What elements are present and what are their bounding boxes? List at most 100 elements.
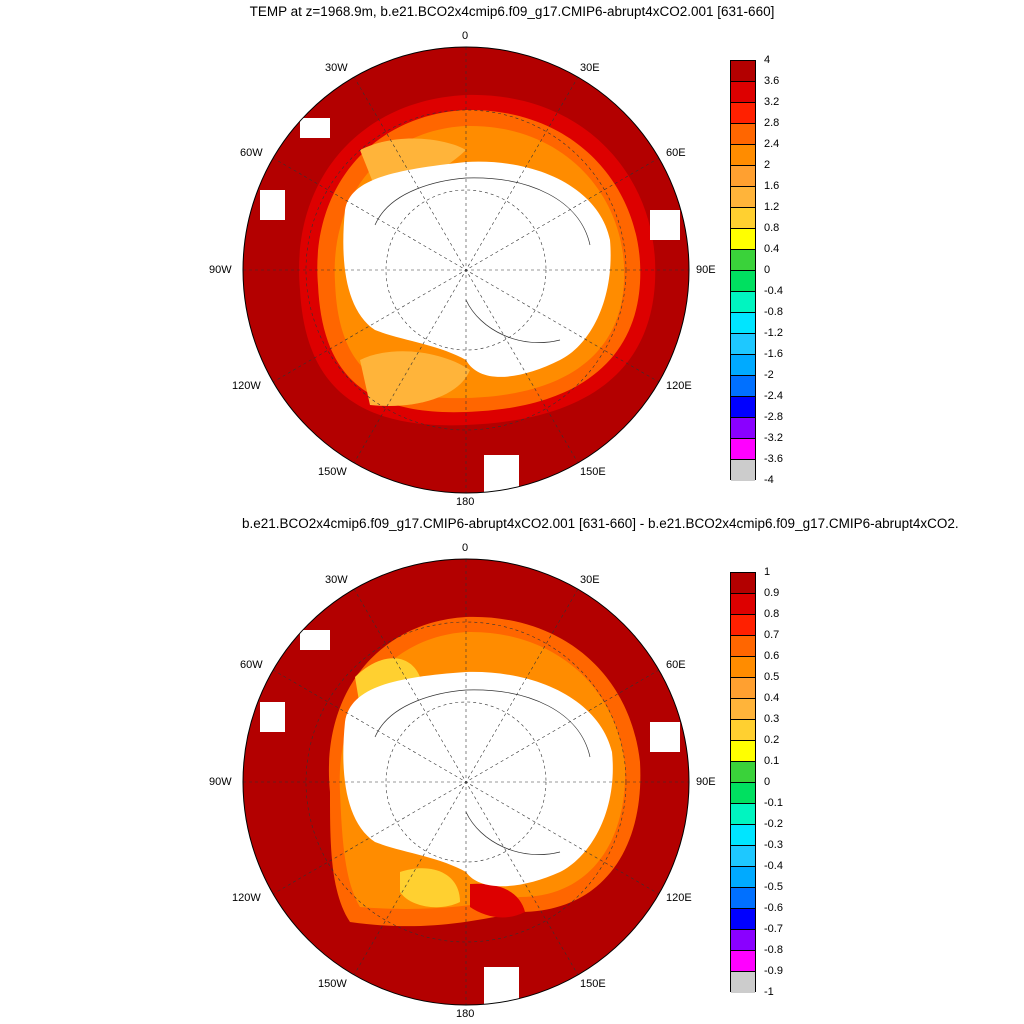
bottom-cb-label: 0.9: [764, 587, 780, 599]
top-colorbar-box-17: [731, 418, 755, 439]
top-colorbar-box-12: [731, 313, 755, 334]
bottom-cb-label: -0.7: [764, 923, 783, 935]
bottom-lon-label-150e: 150E: [580, 978, 606, 990]
bottom-lon-label-150w: 150W: [318, 978, 347, 990]
bottom-polar-map: [242, 558, 690, 1006]
bottom-colorbar-box-1: [731, 594, 755, 615]
top-cb-label: 2.8: [764, 117, 780, 129]
bottom-map-field: [243, 559, 689, 1005]
bottom-lon-label-30w: 30W: [325, 574, 348, 586]
bottom-colorbar-box-2: [731, 615, 755, 636]
top-cb-label: -3.6: [764, 453, 783, 465]
top-graticule: [243, 47, 689, 493]
top-lon-label-180: 180: [456, 496, 475, 508]
bottom-colorbar: [730, 572, 756, 993]
top-colorbar-box-10: [731, 271, 755, 292]
top-colorbar-box-1: [731, 82, 755, 103]
bottom-cb-label: 0.7: [764, 629, 780, 641]
bottom-lon-label-90e: 90E: [696, 776, 716, 788]
bottom-map-boundary: [242, 558, 690, 1006]
top-colorbar-box-6: [731, 187, 755, 208]
top-map-field: [243, 47, 689, 493]
bottom-colorbar-box-14: [731, 867, 755, 888]
bottom-lon-label-0: 0: [462, 542, 469, 554]
top-cb-label: 2: [764, 159, 771, 171]
bottom-colorbar-box-17: [731, 930, 755, 951]
bottom-lon-label-120e: 120E: [666, 892, 692, 904]
top-cb-label: -2.4: [764, 390, 783, 402]
top-cb-label: -2.8: [764, 411, 783, 423]
bottom-colorbar-box-6: [731, 699, 755, 720]
bottom-map-panel: b.e21.BCO2x4cmip6.f09_g17.CMIP6-abrupt4x…: [0, 512, 1024, 1024]
top-colorbar-box-14: [731, 355, 755, 376]
bottom-colorbar-box-16: [731, 909, 755, 930]
top-lon-label-120e: 120E: [666, 380, 692, 392]
bottom-colorbar-box-5: [731, 678, 755, 699]
bottom-colorbar-box-8: [731, 741, 755, 762]
bottom-colorbar-box-18: [731, 951, 755, 972]
top-cb-label: -4: [764, 474, 774, 486]
bottom-cb-label: 1: [764, 566, 771, 578]
top-lon-label-30e: 30E: [580, 62, 600, 74]
top-lon-label-30w: 30W: [325, 62, 348, 74]
top-cb-label: -0.4: [764, 285, 783, 297]
bottom-lon-label-120w: 120W: [232, 892, 261, 904]
bottom-lon-label-60e: 60E: [666, 659, 686, 671]
bottom-lon-label-30e: 30E: [580, 574, 600, 586]
top-lon-label-60w: 60W: [240, 147, 263, 159]
top-polar-map: [242, 46, 690, 494]
bottom-cb-label: -0.5: [764, 881, 783, 893]
top-colorbar-box-4: [731, 145, 755, 166]
bottom-colorbar-box-15: [731, 888, 755, 909]
top-cb-label: -1.6: [764, 348, 783, 360]
bottom-cb-label: 0.4: [764, 692, 780, 704]
bottom-colorbar-box-11: [731, 804, 755, 825]
bottom-cb-label: 0.1: [764, 755, 780, 767]
bottom-cb-label: 0.5: [764, 671, 780, 683]
top-lon-label-150w: 150W: [318, 466, 347, 478]
top-colorbar-box-5: [731, 166, 755, 187]
bottom-colorbar-box-9: [731, 762, 755, 783]
top-colorbar-box-7: [731, 208, 755, 229]
bottom-cb-label: -0.6: [764, 902, 783, 914]
top-colorbar-box-13: [731, 334, 755, 355]
top-map-boundary: [242, 46, 690, 494]
top-colorbar-box-18: [731, 439, 755, 460]
top-colorbar-box-2: [731, 103, 755, 124]
bottom-panel-title: b.e21.BCO2x4cmip6.f09_g17.CMIP6-abrupt4x…: [242, 516, 959, 531]
bottom-cb-label: -0.8: [764, 944, 783, 956]
top-lon-label-90e: 90E: [696, 264, 716, 276]
bottom-cb-label: 0.6: [764, 650, 780, 662]
bottom-lon-label-90w: 90W: [209, 776, 232, 788]
top-lon-label-0: 0: [462, 30, 469, 42]
top-cb-label: -3.2: [764, 432, 783, 444]
top-colorbar-box-9: [731, 250, 755, 271]
bottom-colorbar-box-7: [731, 720, 755, 741]
top-lon-label-150e: 150E: [580, 466, 606, 478]
top-cb-label: 1.2: [764, 201, 780, 213]
bottom-cb-label: 0: [764, 776, 771, 788]
bottom-cb-label: 0.8: [764, 608, 780, 620]
bottom-colorbar-box-3: [731, 636, 755, 657]
top-cb-label: -0.8: [764, 306, 783, 318]
bottom-colorbar-box-19: [731, 972, 755, 993]
bottom-colorbar-box-13: [731, 846, 755, 867]
bottom-cb-label: -0.1: [764, 797, 783, 809]
bottom-cb-label: 0.3: [764, 713, 780, 725]
top-cb-label: 2.4: [764, 138, 780, 150]
bottom-graticule: [243, 559, 689, 1005]
top-lon-label-90w: 90W: [209, 264, 232, 276]
bottom-colorbar-box-4: [731, 657, 755, 678]
top-colorbar-box-0: [731, 61, 755, 82]
bottom-lon-label-60w: 60W: [240, 659, 263, 671]
bottom-colorbar-box-0: [731, 573, 755, 594]
bottom-cb-label: -0.4: [764, 860, 783, 872]
bottom-cb-label: 0.2: [764, 734, 780, 746]
top-map-panel: TEMP at z=1968.9m, b.e21.BCO2x4cmip6.f09…: [209, 4, 783, 508]
bottom-cb-label: -1: [764, 986, 774, 998]
bottom-cb-label: -0.9: [764, 965, 783, 977]
top-panel-title: TEMP at z=1968.9m, b.e21.BCO2x4cmip6.f09…: [249, 4, 775, 19]
top-cb-label: 0.4: [764, 243, 780, 255]
bottom-colorbar-box-10: [731, 783, 755, 804]
top-cb-label: 0.8: [764, 222, 780, 234]
